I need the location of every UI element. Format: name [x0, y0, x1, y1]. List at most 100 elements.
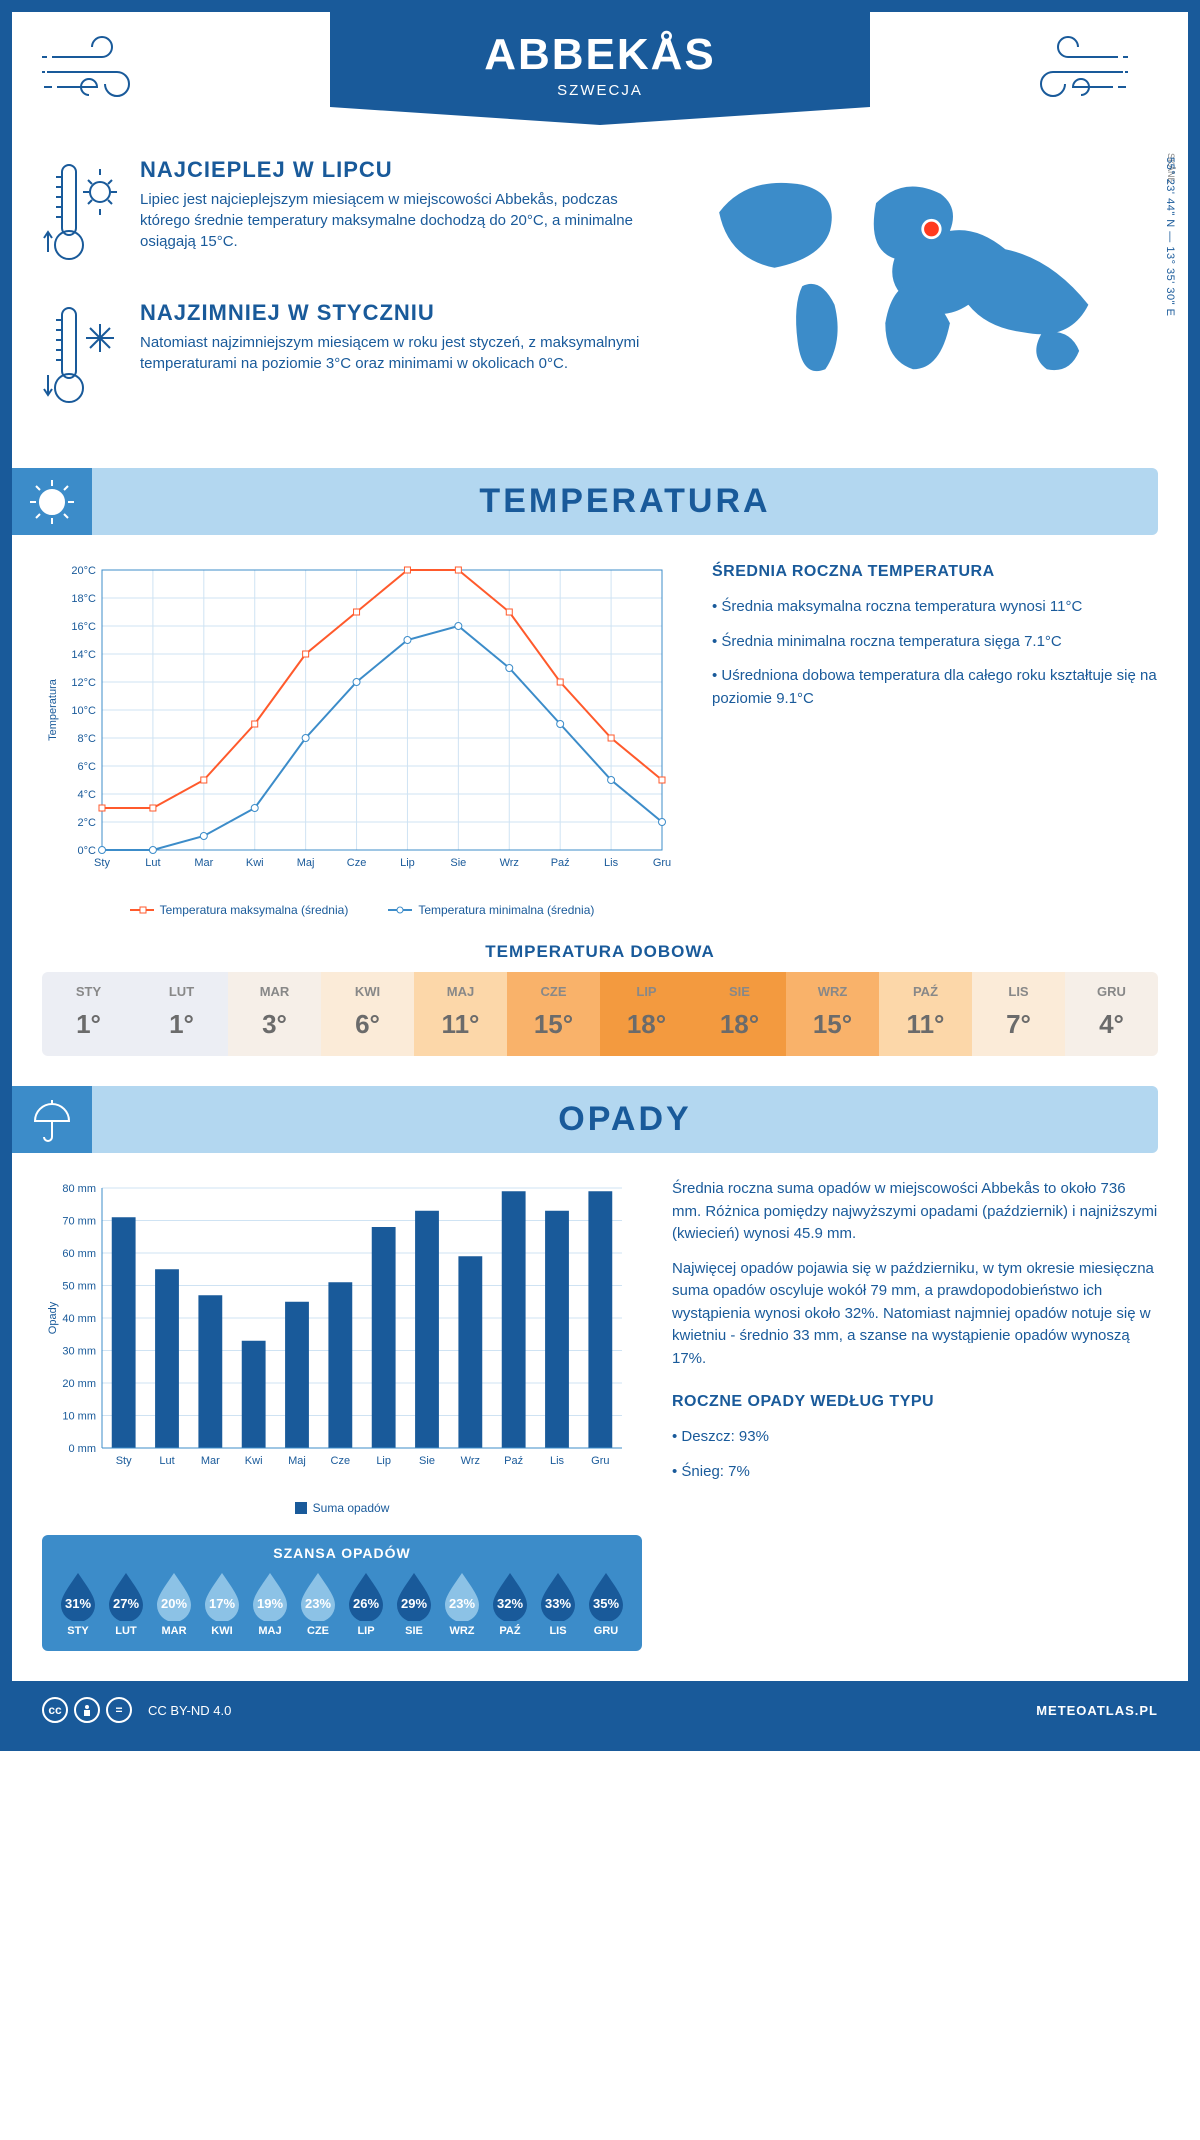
temp-cell: MAR3° — [228, 972, 321, 1056]
world-map: SKÅNE 55° 23' 44" N — 13° 35' 30" E — [698, 157, 1158, 443]
svg-text:23%: 23% — [305, 1596, 331, 1611]
temp-cell: LIP18° — [600, 972, 693, 1056]
chance-drop: 35%GRU — [584, 1571, 628, 1637]
location-title: ABBEKÅS — [390, 30, 810, 80]
svg-text:70 mm: 70 mm — [62, 1216, 96, 1228]
temperature-chart-row: 0°C2°C4°C6°C8°C10°C12°C14°C16°C18°C20°CS… — [42, 560, 1158, 917]
svg-text:10 mm: 10 mm — [62, 1411, 96, 1423]
svg-text:20°C: 20°C — [71, 565, 96, 577]
title-banner: ABBEKÅS SZWECJA — [330, 12, 870, 107]
svg-text:Sie: Sie — [419, 1455, 435, 1467]
svg-text:Sie: Sie — [450, 857, 466, 869]
svg-text:50 mm: 50 mm — [62, 1281, 96, 1293]
summary-bullet: • Uśredniona dobowa temperatura dla całe… — [712, 665, 1158, 710]
svg-text:Wrz: Wrz — [500, 857, 519, 869]
cc-icon: cc — [42, 1697, 68, 1723]
location-country: SZWECJA — [390, 82, 810, 99]
temp-cell: KWI6° — [321, 972, 414, 1056]
license-block: cc = CC BY-ND 4.0 — [42, 1697, 231, 1723]
temp-cell: PAŹ11° — [879, 972, 972, 1056]
umbrella-icon — [12, 1086, 92, 1153]
svg-text:19%: 19% — [257, 1596, 283, 1611]
svg-text:Temperatura: Temperatura — [47, 678, 59, 741]
chance-drop: 32%PAŹ — [488, 1571, 532, 1637]
temp-cell: WRZ15° — [786, 972, 879, 1056]
svg-text:4°C: 4°C — [78, 789, 97, 801]
precipitation-chance-box: SZANSA OPADÓW 31%STY27%LUT20%MAR17%KWI19… — [42, 1535, 642, 1651]
svg-text:Lip: Lip — [376, 1455, 391, 1467]
svg-text:Lut: Lut — [145, 857, 160, 869]
license-text: CC BY-ND 4.0 — [148, 1703, 231, 1718]
svg-text:Kwi: Kwi — [246, 857, 264, 869]
temp-cell: LUT1° — [135, 972, 228, 1056]
svg-text:6°C: 6°C — [78, 761, 97, 773]
svg-text:80 mm: 80 mm — [62, 1183, 96, 1195]
temp-cell: STY1° — [42, 972, 135, 1056]
svg-text:60 mm: 60 mm — [62, 1248, 96, 1260]
svg-text:Cze: Cze — [331, 1455, 351, 1467]
header: ABBEKÅS SZWECJA — [42, 12, 1158, 117]
intro-row: NAJCIEPLEJ W LIPCU Lipiec jest najcieple… — [42, 157, 1158, 443]
fact-hottest-title: NAJCIEPLEJ W LIPCU — [140, 157, 668, 183]
sun-icon — [12, 468, 92, 535]
svg-text:10°C: 10°C — [71, 705, 96, 717]
svg-text:32%: 32% — [497, 1596, 523, 1611]
precip-snow: • Śnieg: 7% — [672, 1461, 1158, 1484]
svg-text:2°C: 2°C — [78, 817, 97, 829]
chance-drop: 23%WRZ — [440, 1571, 484, 1637]
chance-drop: 26%LIP — [344, 1571, 388, 1637]
svg-text:35%: 35% — [593, 1596, 619, 1611]
svg-text:Kwi: Kwi — [245, 1455, 263, 1467]
wind-icon-right — [1008, 12, 1158, 117]
coordinates: 55° 23' 44" N — 13° 35' 30" E — [1164, 157, 1176, 316]
svg-text:Sty: Sty — [116, 1455, 132, 1467]
svg-text:29%: 29% — [401, 1596, 427, 1611]
footer: cc = CC BY-ND 4.0 METEOATLAS.PL — [12, 1681, 1188, 1739]
svg-text:0°C: 0°C — [78, 845, 97, 857]
section-banner-precipitation: OPADY — [12, 1086, 1158, 1153]
summary-bullet: • Średnia minimalna roczna temperatura s… — [712, 631, 1158, 654]
svg-text:27%: 27% — [113, 1596, 139, 1611]
legend-max: Temperatura maksymalna (średnia) — [160, 903, 349, 917]
svg-text:33%: 33% — [545, 1596, 571, 1611]
svg-text:Sty: Sty — [94, 857, 110, 869]
svg-text:Gru: Gru — [653, 857, 671, 869]
precip-rain: • Deszcz: 93% — [672, 1426, 1158, 1449]
precipitation-chance-title: SZANSA OPADÓW — [56, 1545, 628, 1561]
precipitation-summary: Średnia roczna suma opadów w miejscowośc… — [672, 1178, 1158, 1651]
chance-drop: 29%SIE — [392, 1571, 436, 1637]
svg-text:Lis: Lis — [604, 857, 619, 869]
temperature-summary-title: ŚREDNIA ROCZNA TEMPERATURA — [712, 560, 1158, 584]
svg-text:18°C: 18°C — [71, 593, 96, 605]
svg-text:Lut: Lut — [159, 1455, 174, 1467]
svg-text:0 mm: 0 mm — [69, 1443, 97, 1455]
temp-cell: GRU4° — [1065, 972, 1158, 1056]
precipitation-bar-chart: 0 mm10 mm20 mm30 mm40 mm50 mm60 mm70 mm8… — [42, 1178, 642, 1651]
thermometer-sun-icon — [42, 157, 122, 272]
chance-drop: 17%KWI — [200, 1571, 244, 1637]
daily-temperature-table: STY1°LUT1°MAR3°KWI6°MAJ11°CZE15°LIP18°SI… — [42, 972, 1158, 1056]
svg-text:30 mm: 30 mm — [62, 1346, 96, 1358]
fact-coldest: NAJZIMNIEJ W STYCZNIU Natomiast najzimni… — [42, 300, 668, 415]
facts-column: NAJCIEPLEJ W LIPCU Lipiec jest najcieple… — [42, 157, 668, 443]
precip-type-title: ROCZNE OPADY WEDŁUG TYPU — [672, 1390, 1158, 1414]
nd-icon: = — [106, 1697, 132, 1723]
section-title-temperature: TEMPERATURA — [92, 482, 1158, 521]
temp-cell: MAJ11° — [414, 972, 507, 1056]
precip-paragraph-2: Najwięcej opadów pojawia się w październ… — [672, 1258, 1158, 1371]
precipitation-legend: Suma opadów — [42, 1501, 642, 1515]
svg-text:17%: 17% — [209, 1596, 235, 1611]
svg-text:26%: 26% — [353, 1596, 379, 1611]
svg-text:Mar: Mar — [201, 1455, 220, 1467]
chance-drop: 23%CZE — [296, 1571, 340, 1637]
svg-text:Maj: Maj — [297, 857, 315, 869]
svg-text:Wrz: Wrz — [461, 1455, 480, 1467]
svg-text:16°C: 16°C — [71, 621, 96, 633]
temperature-summary: ŚREDNIA ROCZNA TEMPERATURA • Średnia mak… — [712, 560, 1158, 917]
svg-text:14°C: 14°C — [71, 649, 96, 661]
svg-text:Cze: Cze — [347, 857, 367, 869]
svg-text:Opady: Opady — [47, 1301, 59, 1334]
svg-text:Maj: Maj — [288, 1455, 306, 1467]
precip-paragraph-1: Średnia roczna suma opadów w miejscowośc… — [672, 1178, 1158, 1246]
by-icon — [74, 1697, 100, 1723]
